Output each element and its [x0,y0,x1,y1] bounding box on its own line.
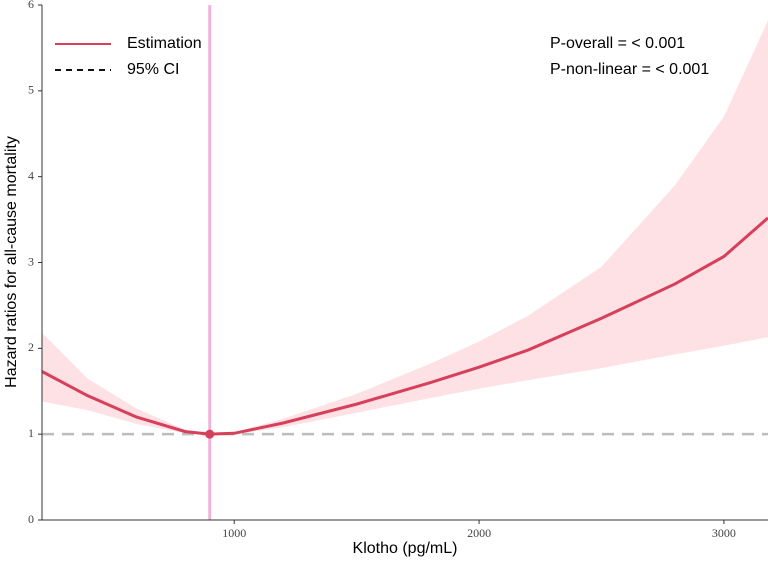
annotation: P-overall = < 0.001 [550,35,685,52]
highlight-point [205,429,215,439]
y-axis-label: Hazard ratios for all-cause mortality [3,136,20,388]
y-tick-label: 5 [28,83,34,97]
x-tick-label: 3000 [712,526,736,540]
x-axis-label: Klotho (pg/mL) [353,540,458,557]
y-tick-label: 4 [28,168,34,182]
estimation-line [41,216,768,436]
y-tick-label: 6 [28,0,34,11]
y-tick-label: 3 [28,254,34,268]
y-tick-label: 2 [28,340,34,354]
y-tick-label: 0 [28,512,34,526]
annotation: P-non-linear = < 0.001 [550,61,709,78]
x-tick-label: 2000 [467,526,491,540]
legend-label: Estimation [127,35,202,52]
y-tick-label: 1 [28,426,34,440]
ci-band [42,20,768,435]
legend-label: 95% CI [127,61,179,78]
x-tick-label: 1000 [222,526,246,540]
